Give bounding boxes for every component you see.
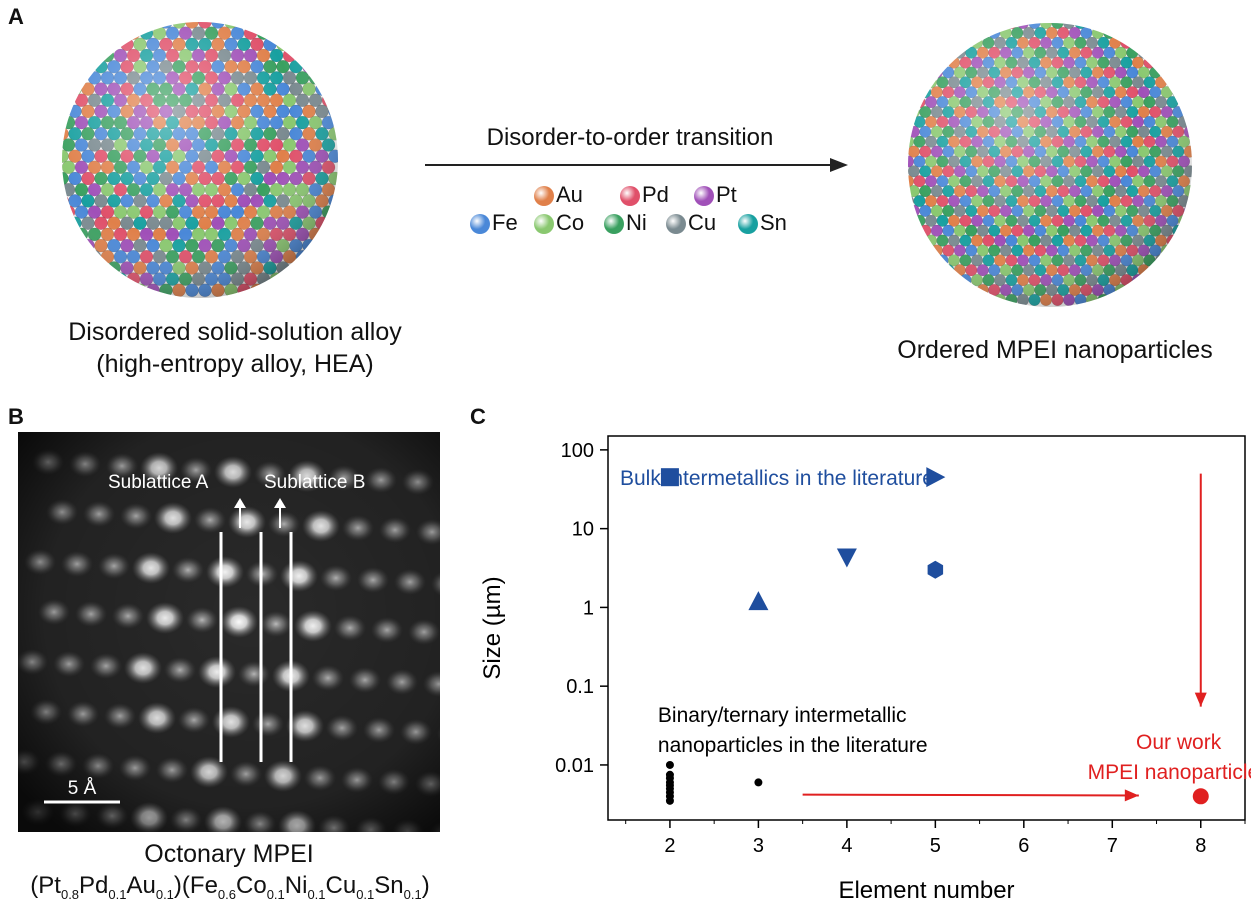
x-tick-label: 3 xyxy=(753,835,764,857)
legend-label-sn: Sn xyxy=(760,210,787,235)
nanoparticle-series-label: nanoparticles in the literature xyxy=(658,734,928,757)
sublattice-a-label: Sublattice A xyxy=(108,472,209,493)
x-tick-label: 4 xyxy=(841,835,852,857)
our-work-label: Our work xyxy=(1136,731,1222,754)
legend-label-cu: Cu xyxy=(688,210,717,235)
data-point-square xyxy=(660,468,679,487)
panel-letter-b: B xyxy=(8,404,24,429)
x-tick-label: 8 xyxy=(1195,835,1206,857)
legend-label-fe: Fe xyxy=(492,210,518,235)
legend-label-pt: Pt xyxy=(716,182,737,207)
nanoparticle-series-label: Binary/ternary intermetallic xyxy=(658,704,907,727)
data-point-circle xyxy=(665,770,674,779)
y-tick-label: 0.1 xyxy=(566,676,594,698)
x-tick-label: 6 xyxy=(1018,835,1029,857)
data-point-triangle-up xyxy=(748,591,769,611)
legend-dot-pd xyxy=(620,186,640,206)
legend-label-ni: Ni xyxy=(626,210,647,235)
legend-dot-cu xyxy=(666,214,686,234)
legend-dot-sn xyxy=(738,214,758,234)
our-work-label: MPEI nanoparticles xyxy=(1088,761,1251,784)
y-tick-label: 10 xyxy=(572,519,594,541)
y-tick-label: 1 xyxy=(583,597,594,619)
legend-dot-fe xyxy=(470,214,490,234)
annotation-arrowhead xyxy=(1194,692,1207,707)
mpei-caption: Ordered MPEI nanoparticles xyxy=(897,336,1213,364)
y-axis-label: Size (µm) xyxy=(479,576,506,679)
y-tick-label: 0.01 xyxy=(555,755,594,777)
legend-label-co: Co xyxy=(556,210,585,235)
bulk-series-label: Bulk intermetallics in the literature xyxy=(620,467,934,490)
mpei-nanoparticle-sphere xyxy=(908,23,1192,307)
mpei-name: Octonary MPEI xyxy=(144,840,314,868)
data-point-triangle-down xyxy=(836,548,857,568)
annotation-arrowhead xyxy=(1124,789,1139,802)
sublattice-b-label: Sublattice B xyxy=(264,472,365,493)
hea-nanoparticle-sphere xyxy=(62,22,338,298)
x-tick-label: 7 xyxy=(1107,835,1118,857)
panel-letter-c: C xyxy=(470,404,486,429)
scale-bar-label: 5 Å xyxy=(68,778,97,799)
data-point-circle xyxy=(1192,788,1209,805)
legend-dot-pt xyxy=(694,186,714,206)
x-axis-label: Element number xyxy=(838,877,1014,904)
legend-label-pd: Pd xyxy=(642,182,669,207)
hea-caption-line1: Disordered solid-solution alloy xyxy=(68,318,402,346)
transition-label: Disorder-to-order transition xyxy=(486,124,774,151)
size-vs-element-chart: 2 3 4 5 6 7 8 0.01 0.1 1 10 100 Element number Size (… xyxy=(479,435,1251,904)
haadf-stem-image: Sublattice A Sublattice B 5 Å xyxy=(18,432,440,832)
legend-dot-co xyxy=(534,214,554,234)
x-tick-label: 2 xyxy=(664,835,675,857)
annotation-arrow xyxy=(802,793,1139,797)
legend-dot-ni xyxy=(604,214,624,234)
legend-label-au: Au xyxy=(556,182,583,207)
data-point-circle xyxy=(665,760,674,769)
hea-caption-line2: (high-entropy alloy, HEA) xyxy=(96,350,374,378)
data-point-hexagon xyxy=(927,560,944,579)
panel-letter-a: A xyxy=(8,4,24,29)
data-point-triangle-right xyxy=(926,467,946,488)
data-point-circle xyxy=(754,778,763,787)
transition-arrow xyxy=(425,158,848,172)
x-tick-label: 5 xyxy=(930,835,941,857)
mpei-formula: (Pt0.8Pd0.1Au0.1)(Fe0.6Co0.1Ni0.1Cu0.1Sn… xyxy=(30,872,430,902)
legend-dot-au xyxy=(534,186,554,206)
plot-frame xyxy=(607,435,1246,821)
y-tick-label: 100 xyxy=(561,440,594,462)
